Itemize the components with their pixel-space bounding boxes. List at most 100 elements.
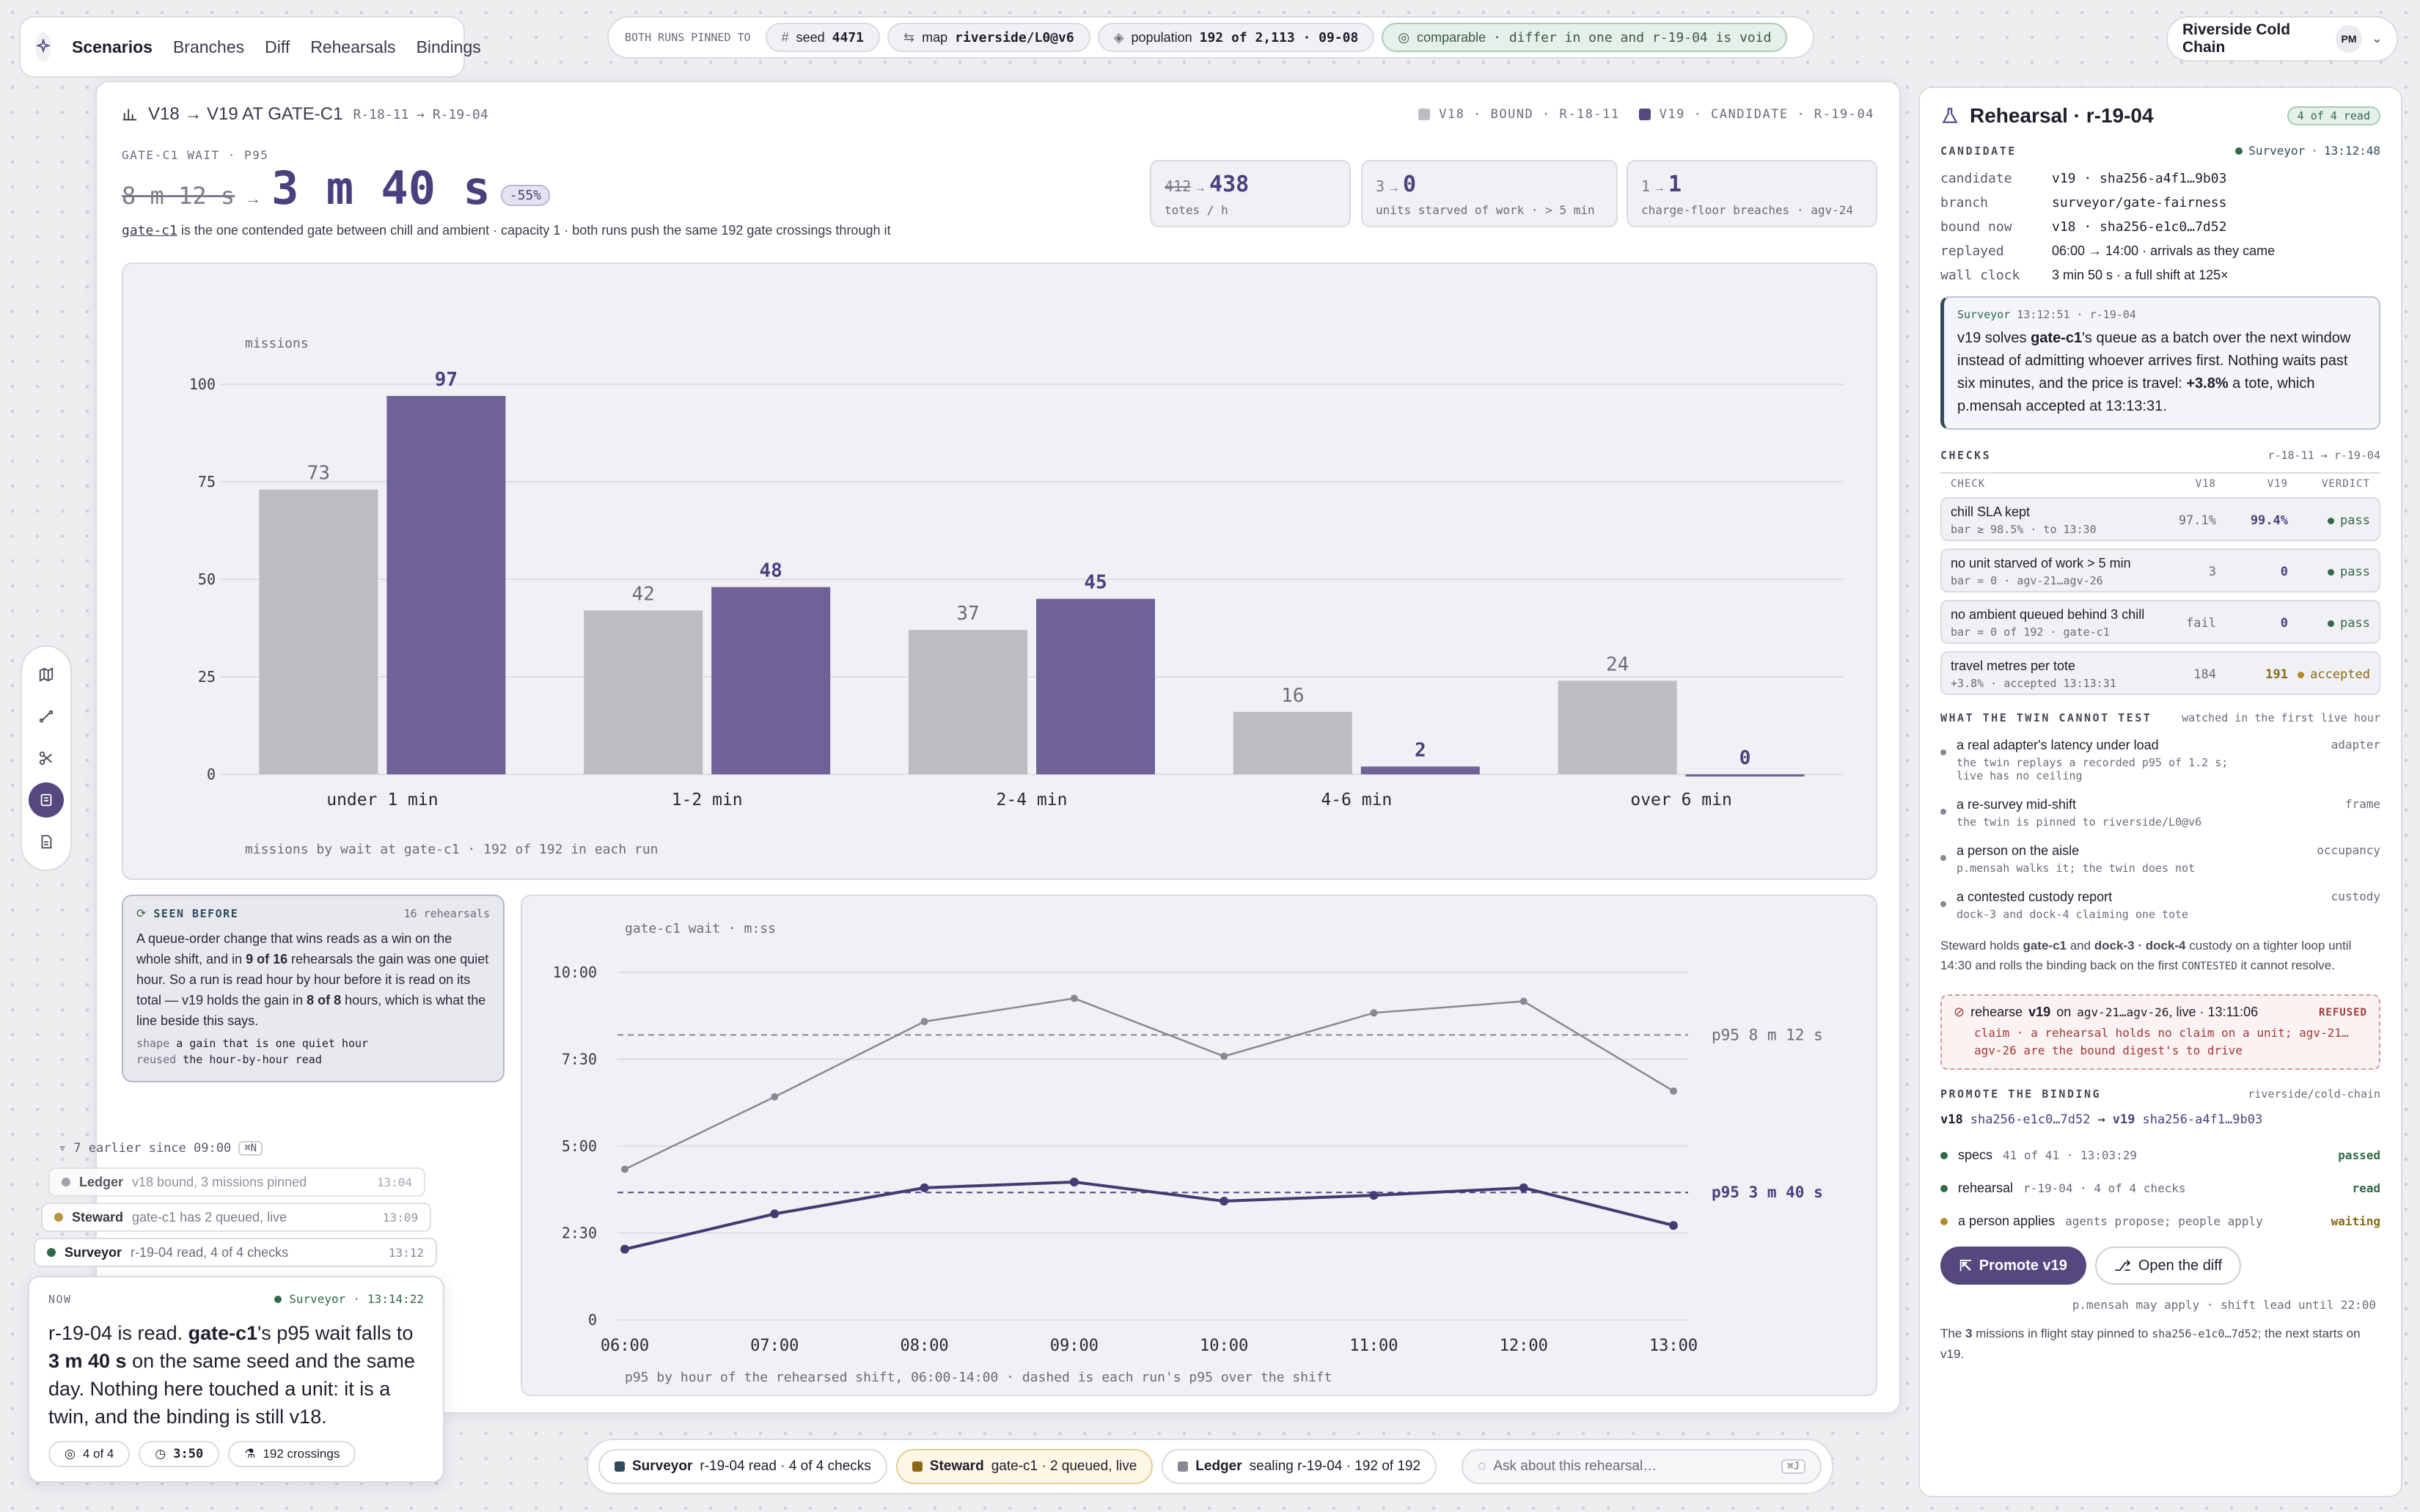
- y-tick-label: 25: [198, 668, 216, 686]
- check-sub: bar = 0 · agv-21…agv-26: [1951, 574, 2103, 587]
- point-v19: [1220, 1197, 1229, 1206]
- chevron-down-icon: ⌄: [2372, 33, 2382, 45]
- duration-chip[interactable]: ◷ 3:50: [139, 1441, 220, 1467]
- y-tick-label: 50: [198, 570, 216, 588]
- map-value: riverside/L0@v6: [955, 29, 1074, 45]
- map-icon[interactable]: [29, 657, 64, 692]
- nav-branches[interactable]: Branches: [172, 37, 245, 56]
- read-badge: 4 of 4 read: [2287, 106, 2380, 125]
- cant-tag: frame: [2344, 797, 2380, 811]
- footer-note: The 3 missions in flight stay pinned to …: [1940, 1326, 2361, 1361]
- seed-chip[interactable]: # seed 4471: [765, 23, 881, 52]
- population-chip[interactable]: ◈ population 192 of 2,113 · 09-08: [1097, 23, 1375, 52]
- agent-name: Surveyor: [632, 1458, 693, 1474]
- step-detail: 41 of 41 · 13:03:29: [2003, 1148, 2138, 1162]
- feed-row-ledger[interactable]: Ledger v18 bound, 3 missions pinned 13:04: [48, 1167, 425, 1197]
- kv-value: surveyor/gate-fairness: [2052, 195, 2227, 210]
- bar-value-label: 42: [632, 584, 655, 606]
- nav-bindings[interactable]: Bindings: [416, 37, 481, 56]
- promote-button[interactable]: ⇱ Promote v19: [1940, 1247, 2086, 1285]
- ask-input[interactable]: ◌ Ask about this rehearsal… ⌘J: [1462, 1449, 1822, 1484]
- arrow-icon: →: [1191, 182, 1210, 194]
- point-v18: [1220, 1052, 1228, 1060]
- crossings-chip[interactable]: ⚗ 192 crossings: [228, 1441, 356, 1467]
- status-dot: [47, 1248, 56, 1257]
- population-value: 192 of 2,113 · 09-08: [1199, 29, 1359, 45]
- seen-before-card: ⟳ SEEN BEFORE 16 rehearsals A queue-orde…: [122, 895, 505, 1082]
- nav-rehearsals[interactable]: Rehearsals: [310, 37, 396, 56]
- check-row[interactable]: chill SLA kept bar ≥ 98.5% · to 13:30 97.1…: [1940, 497, 2380, 541]
- promote-icon: ⇱: [1959, 1258, 1972, 1274]
- col-check: CHECK: [1951, 478, 1986, 490]
- agent-steward[interactable]: Steward gate-c1 · 2 queued, live: [895, 1449, 1154, 1484]
- agent-ledger[interactable]: Ledger sealing r-19-04 · 192 of 192: [1162, 1449, 1437, 1484]
- map-chip[interactable]: ⇆ map riverside/L0@v6: [887, 23, 1090, 52]
- feed-row-surveyor[interactable]: Surveyor r-19-04 read, 4 of 4 checks 13:12: [34, 1238, 437, 1267]
- feed-time: 13:12: [388, 1245, 424, 1260]
- kv-value: 3 min 50 s · a full shift at 125×: [2052, 268, 2229, 282]
- cant-sub: dock-3 and dock-4 claiming one tote: [1957, 908, 2189, 921]
- nav-diff[interactable]: Diff: [265, 37, 290, 56]
- open-diff-button[interactable]: ⎇ Open the diff: [2094, 1247, 2242, 1285]
- open-diff-label: Open the diff: [2138, 1257, 2223, 1274]
- now-who: Surveyor: [289, 1292, 346, 1306]
- avatar: PM: [2336, 25, 2362, 53]
- feed-who: Ledger: [79, 1174, 124, 1189]
- step-status: read: [2352, 1181, 2380, 1195]
- check-verdict: pass: [2328, 616, 2370, 631]
- scissors-icon[interactable]: [29, 741, 64, 776]
- flask-icon: ⚗: [244, 1447, 256, 1461]
- ban-icon: ⊘: [1954, 1005, 1965, 1019]
- agent-surveyor[interactable]: Surveyor r-19-04 read · 4 of 4 checks: [598, 1449, 887, 1484]
- check-row[interactable]: no ambient queued behind 3 chill bar = 0 …: [1940, 600, 2380, 644]
- route-icon[interactable]: [29, 699, 64, 734]
- feed-who: Surveyor: [65, 1244, 122, 1260]
- comparable-chip[interactable]: ◎ comparable · differ in one and r-19-04 i…: [1382, 23, 1788, 52]
- feed-time: 13:09: [382, 1210, 418, 1225]
- document-icon[interactable]: [29, 824, 64, 859]
- point-v19: [920, 1183, 929, 1192]
- verdict-text: pass: [2340, 616, 2370, 631]
- y-tick-label: 75: [198, 473, 216, 491]
- nav-scenarios[interactable]: Scenarios: [72, 37, 153, 56]
- candidate-kv: candidate v19 · sha256-a4f1…9b03 branch su…: [1940, 171, 2380, 283]
- status-square: [1178, 1461, 1189, 1472]
- feed-time: 13:04: [376, 1175, 412, 1189]
- check-verdict: accepted: [2298, 667, 2370, 682]
- check-row[interactable]: travel metres per tote +3.8% · accepted 1…: [1940, 651, 2380, 695]
- seen-count: 16 rehearsals: [403, 907, 490, 920]
- cant-label: WHAT THE TWIN CANNOT TEST: [1940, 711, 2152, 724]
- kpi-starved: 3 → 0 units starved of work · > 5 min: [1361, 160, 1618, 227]
- apply-note: p.mensah may apply · shift lead until 22…: [2072, 1298, 2376, 1312]
- promote-label-text: Promote v19: [1979, 1257, 2067, 1274]
- point-v18: [920, 1018, 928, 1026]
- x-tick-label: 09:00: [1050, 1337, 1099, 1355]
- workspace-switcher[interactable]: Riverside Cold Chain PM ⌄: [2166, 16, 2398, 62]
- feed-row-steward[interactable]: Steward gate-c1 has 2 queued, live 13:09: [41, 1203, 431, 1232]
- separator: ·: [353, 1292, 360, 1306]
- note-body: v19 solves gate-c1's queue as a batch ov…: [1957, 330, 2351, 414]
- refused-post: , live · 13:11:06: [2168, 1005, 2259, 1019]
- checks-label: CHECKS: [1940, 449, 1992, 462]
- cant-title: a re-survey mid-shift: [1957, 797, 2077, 812]
- check-row[interactable]: no unit starved of work > 5 min bar = 0 ·…: [1940, 548, 2380, 592]
- checks-table: CHECK V18 V19 VERDICT chill SLA kept bar …: [1940, 472, 2380, 695]
- promote-to-sha: sha256-a4f1…9b03: [2142, 1112, 2263, 1127]
- check-v18: 3: [2208, 565, 2216, 579]
- arrow-icon: →: [2097, 1112, 2105, 1127]
- status-dot: [2235, 147, 2243, 155]
- rehearsal-icon[interactable]: [29, 782, 64, 818]
- promote-step: rehearsal r-19-04 · 4 of 4 checks read: [1940, 1181, 2380, 1196]
- kpi-new: 1: [1668, 172, 1682, 197]
- x-tick-label: 08:00: [900, 1337, 948, 1355]
- cant-tag: custody: [2331, 889, 2380, 903]
- bar-chart: missions 0 25 50 75 100 73 97 under 1 min 42 48 1-2…: [189, 336, 1844, 857]
- cant-sub: the twin is pinned to riverside/L0@v6: [1957, 815, 2202, 829]
- checks-chip[interactable]: ◎ 4 of 4: [48, 1441, 131, 1467]
- x-tick-label: 4-6 min: [1321, 790, 1392, 810]
- y-tick-label: 5:00: [562, 1137, 597, 1155]
- bullet: [1940, 843, 1957, 875]
- sparkle-icon[interactable]: [35, 32, 51, 62]
- feed-earlier-toggle[interactable]: ▿ 7 earlier since 09:00 ⌘N: [59, 1141, 263, 1156]
- p95-label: p95 3 m 40 s: [1712, 1183, 1823, 1201]
